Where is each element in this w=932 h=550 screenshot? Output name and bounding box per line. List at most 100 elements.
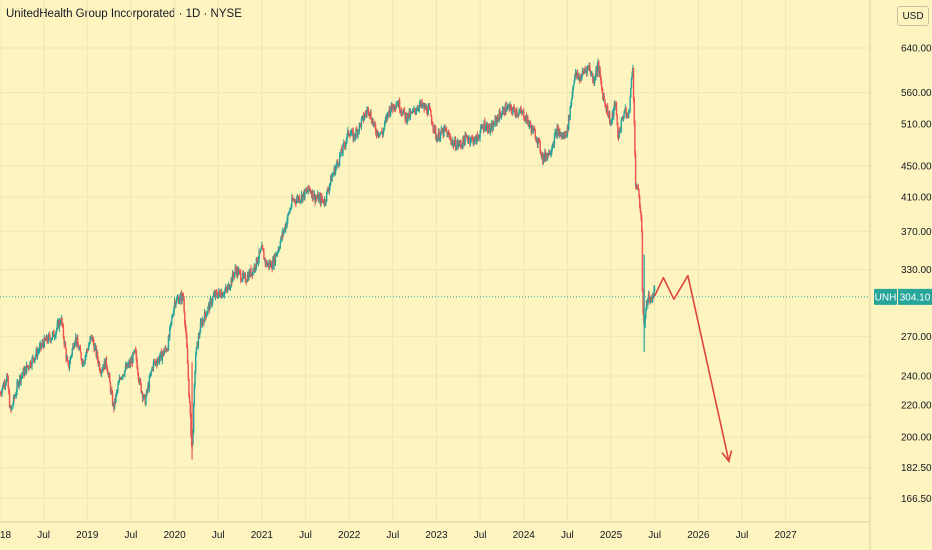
- candle-body: [192, 431, 194, 445]
- candle-body: [447, 132, 449, 138]
- candle-body: [266, 264, 269, 267]
- candle-body: [161, 354, 164, 361]
- candle-body: [557, 128, 560, 135]
- candle-body: [473, 137, 476, 143]
- candle-body: [135, 349, 137, 352]
- candle-body: [383, 122, 386, 128]
- candle-body: [322, 199, 324, 203]
- candle-body: [291, 198, 294, 201]
- candle-body: [279, 241, 281, 249]
- candle-body: [528, 124, 530, 126]
- candle-body: [182, 296, 185, 299]
- candle-body: [518, 111, 520, 116]
- candle-body: [412, 110, 414, 112]
- y-tick-label: 370.00: [901, 227, 932, 238]
- candle-body: [227, 286, 229, 291]
- candle-body: [418, 104, 421, 109]
- candle-body: [439, 138, 441, 141]
- candle-body: [14, 395, 16, 398]
- candle-body: [367, 107, 369, 113]
- candle-body: [634, 122, 636, 155]
- last-price-label-bg: [898, 288, 932, 305]
- candle-body: [277, 248, 279, 253]
- candle-body: [459, 141, 462, 144]
- candle-body: [637, 185, 640, 190]
- candle-body: [565, 131, 567, 137]
- candle-body: [512, 110, 514, 114]
- candle-body: [170, 321, 172, 324]
- candle-body: [549, 153, 552, 156]
- candle-body: [448, 133, 451, 137]
- candle-body: [235, 267, 237, 271]
- candle-body: [137, 373, 140, 380]
- candle-body: [199, 332, 201, 336]
- candle-body: [85, 353, 87, 357]
- x-tick-label: Jul: [37, 530, 50, 541]
- candle-body: [18, 382, 20, 387]
- candle-body: [211, 302, 213, 305]
- candle-body: [316, 197, 318, 199]
- currency-button[interactable]: USD: [897, 6, 929, 26]
- candle-body: [451, 142, 453, 145]
- candle-body: [89, 338, 91, 344]
- candle-body: [479, 132, 481, 139]
- candle-body: [460, 143, 462, 147]
- candle-body: [123, 375, 125, 377]
- candle-body: [306, 190, 308, 192]
- candle-body: [127, 364, 129, 367]
- candle-body: [604, 103, 607, 106]
- candle-body: [613, 107, 615, 117]
- candle-body: [58, 320, 61, 329]
- candle-body: [20, 376, 22, 382]
- candle-body: [132, 352, 135, 354]
- candle-body: [507, 106, 509, 108]
- projection-line: [653, 274, 730, 462]
- candle-body: [422, 105, 424, 107]
- candle-body: [210, 299, 213, 305]
- candle-body: [368, 112, 370, 115]
- candle-body: [499, 111, 501, 115]
- candle-body: [346, 133, 348, 140]
- candle-body: [384, 120, 387, 123]
- candle-body: [628, 110, 631, 111]
- candle-body: [59, 320, 61, 324]
- candle-body: [313, 198, 315, 200]
- y-tick-label: 182.50: [901, 463, 932, 474]
- candle-body: [133, 349, 136, 353]
- candle-body: [132, 352, 134, 364]
- candle-body: [258, 251, 260, 260]
- candle-body: [193, 384, 196, 404]
- candle-body: [357, 129, 359, 136]
- candle-body: [398, 100, 401, 111]
- candle-body: [6, 374, 9, 377]
- candle-body: [109, 375, 111, 383]
- candle-body: [169, 323, 172, 328]
- candle-body: [568, 115, 570, 130]
- candle-body: [409, 112, 412, 117]
- candle-body: [10, 406, 13, 411]
- candle-body: [532, 128, 534, 133]
- candle-body: [516, 110, 518, 116]
- x-tick-label: 2021: [251, 530, 274, 541]
- candle-body: [638, 189, 640, 198]
- candle-body: [632, 67, 635, 99]
- candle-body: [400, 110, 403, 114]
- candle-body: [62, 324, 64, 326]
- candle-body: [493, 125, 496, 127]
- candle-body: [644, 317, 646, 327]
- candle-body: [473, 142, 475, 145]
- candle-body: [390, 110, 392, 115]
- candle-body: [539, 141, 541, 152]
- candle-body: [481, 126, 483, 128]
- candle-body: [629, 97, 631, 111]
- candle-body: [262, 248, 264, 252]
- candle-body: [500, 115, 502, 118]
- candle-body: [623, 112, 625, 119]
- candle-body: [569, 106, 571, 119]
- candle-body: [62, 325, 65, 337]
- candle-body: [223, 291, 226, 295]
- candle-body: [570, 105, 572, 107]
- candle-body: [645, 301, 648, 311]
